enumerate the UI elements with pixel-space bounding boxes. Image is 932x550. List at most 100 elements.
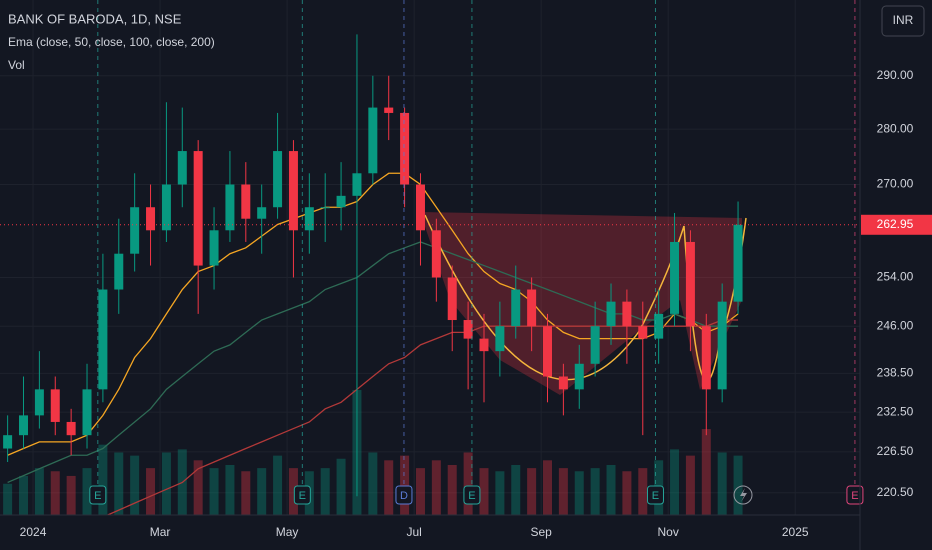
volume-bar bbox=[257, 468, 267, 515]
volume-bar bbox=[431, 460, 441, 515]
candle-body bbox=[733, 224, 743, 302]
y-tick-label: 232.50 bbox=[877, 404, 914, 418]
candle-body bbox=[19, 415, 29, 436]
volume-bar bbox=[288, 468, 298, 515]
volume-bar bbox=[495, 471, 505, 515]
event-badge bbox=[89, 485, 107, 505]
volume-bar bbox=[527, 468, 537, 515]
volume-bar bbox=[463, 452, 473, 515]
x-tick-label: Jul bbox=[406, 525, 421, 539]
x-tick-label: Mar bbox=[150, 525, 171, 539]
volume-bar bbox=[368, 452, 378, 515]
volume-bar bbox=[606, 465, 616, 515]
lightning-bolt bbox=[740, 488, 747, 502]
x-tick-label: May bbox=[276, 525, 299, 539]
volume-bar bbox=[161, 452, 171, 515]
candle-body bbox=[590, 326, 600, 364]
event-badge bbox=[463, 485, 481, 505]
candle-body bbox=[431, 230, 441, 278]
candle-body bbox=[558, 376, 568, 390]
y-tick-label: 226.50 bbox=[877, 444, 914, 458]
event-badge bbox=[846, 485, 864, 505]
x-tick-label: Nov bbox=[658, 525, 679, 539]
y-tick-label: 246.00 bbox=[877, 318, 914, 332]
candle-body bbox=[511, 289, 521, 327]
candle-body bbox=[50, 389, 60, 422]
candle-body bbox=[543, 326, 553, 377]
y-tick-label: 290.00 bbox=[877, 68, 914, 82]
candle-body bbox=[527, 289, 537, 327]
candle-body bbox=[34, 389, 44, 416]
volume-bar bbox=[638, 468, 648, 515]
event-label: E bbox=[851, 490, 858, 502]
event-badge bbox=[646, 485, 664, 505]
volume-bar bbox=[336, 458, 346, 515]
candle-body bbox=[288, 151, 298, 231]
axes: 290.00 280.00 270.00 254.00 246.00 238.50 232.… bbox=[0, 68, 932, 539]
candle-body bbox=[606, 301, 616, 327]
volume-bar bbox=[241, 471, 251, 515]
volume-legend: Vol bbox=[8, 58, 25, 72]
volume-bar bbox=[66, 475, 76, 515]
volume-bar bbox=[400, 455, 410, 515]
currency-button[interactable] bbox=[881, 5, 925, 37]
event-label: E bbox=[94, 490, 101, 502]
volume-bar bbox=[701, 429, 711, 515]
candle-body bbox=[654, 313, 664, 339]
candle-body bbox=[241, 184, 251, 219]
candles bbox=[3, 34, 743, 497]
chart-title: BANK OF BARODA, 1D, NSE bbox=[8, 11, 182, 26]
candle-body bbox=[161, 184, 171, 231]
candle-body bbox=[717, 301, 727, 390]
candle-body bbox=[574, 363, 584, 390]
volume-bar bbox=[479, 468, 489, 515]
volume-bar bbox=[19, 475, 29, 515]
candle-body bbox=[495, 326, 505, 352]
volume-bar bbox=[114, 452, 124, 515]
ema-line bbox=[106, 319, 739, 515]
candle-body bbox=[177, 151, 187, 185]
x-tick-label: 2025 bbox=[782, 525, 809, 539]
cup-curve bbox=[424, 214, 685, 381]
candle-body bbox=[193, 151, 203, 266]
candle-body bbox=[685, 241, 695, 327]
candle-body bbox=[225, 184, 235, 231]
indicator-legend: Ema (close, 50, close, 100, close, 200) bbox=[8, 35, 215, 49]
volume-bar bbox=[590, 468, 600, 515]
volume-bar bbox=[447, 465, 457, 515]
last-price-label: 262.95 bbox=[877, 217, 914, 231]
y-tick-label: 280.00 bbox=[877, 121, 914, 135]
event-label: E bbox=[468, 490, 475, 502]
currency-label[interactable]: INR bbox=[893, 13, 914, 27]
candle-body bbox=[209, 230, 219, 266]
candle-body bbox=[415, 184, 425, 231]
volume-bar bbox=[670, 449, 680, 515]
candle-body bbox=[463, 320, 473, 339]
y-tick-label: 220.50 bbox=[877, 485, 914, 499]
event-label: D bbox=[400, 490, 408, 502]
candle-body bbox=[638, 326, 648, 339]
candle-body bbox=[146, 207, 156, 231]
candle-body bbox=[368, 107, 378, 174]
event-label: E bbox=[299, 490, 306, 502]
volume-bar bbox=[558, 468, 568, 515]
volume-bar bbox=[415, 468, 425, 515]
candle-body bbox=[352, 173, 362, 196]
volume-bar bbox=[146, 468, 156, 515]
candle-body bbox=[304, 207, 314, 231]
candle-body bbox=[320, 207, 330, 209]
last-price-box bbox=[861, 214, 932, 235]
volume-bar bbox=[622, 471, 632, 515]
lightning-icon[interactable] bbox=[733, 485, 753, 505]
candle-body bbox=[130, 207, 140, 254]
volume-bar bbox=[384, 460, 394, 515]
candle-body bbox=[622, 301, 632, 327]
volume-bar bbox=[209, 468, 219, 515]
candle-body bbox=[701, 326, 711, 390]
x-tick-label: Sep bbox=[530, 525, 552, 539]
candle-body bbox=[384, 107, 394, 113]
candle-body bbox=[3, 435, 13, 449]
